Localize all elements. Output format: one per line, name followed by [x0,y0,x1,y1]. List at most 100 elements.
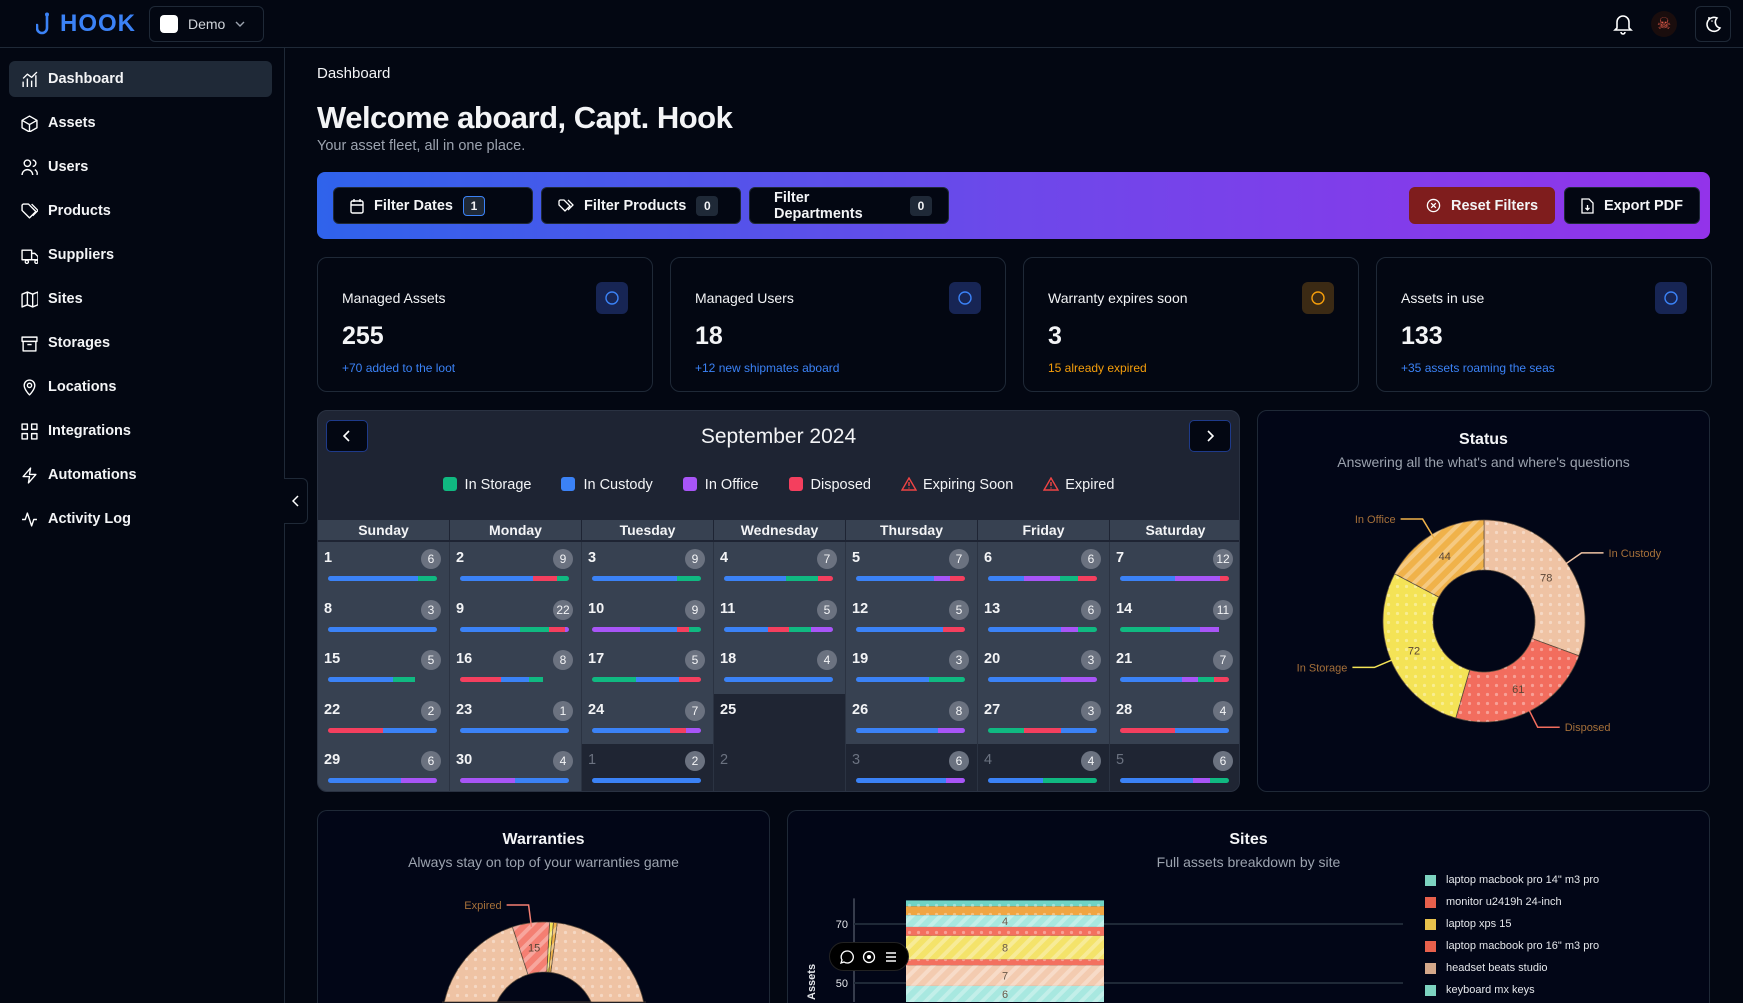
status-segment [988,778,1043,783]
calendar-day[interactable]: 26 8 [846,693,978,744]
sidebar-item-storages[interactable]: Storages [9,325,272,361]
calendar-day[interactable]: 7 12 [1110,542,1239,593]
legend-item[interactable]: Expiring Soon [900,476,1013,493]
legend-item[interactable]: In Storage [442,477,531,493]
legend-swatch [1425,918,1436,930]
sidebar-item-products[interactable]: Products [9,193,272,229]
eye-icon[interactable] [862,950,876,964]
avatar[interactable]: ☠ [1651,11,1677,37]
legend-item[interactable]: laptop xps 15 [1425,918,1511,930]
calendar-day[interactable]: 13 6 [978,592,1110,643]
sidebar-item-integrations[interactable]: Integrations [9,413,272,449]
sidebar-item-users[interactable]: Users [9,149,272,185]
status-segment [549,626,565,632]
status-segment [677,576,701,581]
prev-month-button[interactable] [326,420,368,452]
breadcrumb[interactable]: Dashboard [317,65,391,82]
calendar-day[interactable]: 16 8 [450,643,582,694]
filter-dates-button[interactable]: Filter Dates 1 [333,187,533,224]
export-pdf-button[interactable]: Export PDF [1564,187,1700,224]
calendar-day[interactable]: 27 3 [978,693,1110,744]
calendar-day[interactable]: 23 1 [450,693,582,744]
slice-pattern [1455,638,1579,722]
reset-filters-button[interactable]: Reset Filters [1409,187,1556,224]
legend-item[interactable]: monitor u2419h 24-inch [1425,896,1562,908]
day-count-badge: 2 [421,700,441,721]
sidebar-item-assets[interactable]: Assets [9,105,272,141]
collapse-sidebar-button[interactable] [284,478,308,524]
sidebar-item-automations[interactable]: Automations [9,457,272,493]
calendar-day[interactable]: 29 6 [318,744,450,791]
calendar-day[interactable]: 24 7 [582,693,714,744]
legend-item[interactable]: Expired [1043,476,1114,493]
legend-item[interactable]: laptop macbook pro 16" m3 pro [1425,940,1599,952]
calendar-day[interactable]: 25 [714,693,846,744]
status-segment [688,626,701,632]
theme-toggle-button[interactable] [1695,6,1731,42]
calendar-day[interactable]: 2 [714,744,846,791]
filter-departments-button[interactable]: Filter Departments 0 [749,187,949,224]
calendar-day[interactable]: 11 5 [714,592,846,643]
legend-item[interactable]: headset beats studio [1425,962,1548,974]
calendar-day[interactable]: 14 11 [1110,592,1239,643]
status-segment [949,576,965,581]
sidebar-item-sites[interactable]: Sites [9,281,272,317]
leader-line [506,904,533,927]
status-segment [1078,576,1097,581]
calendar-day[interactable]: 12 5 [846,592,978,643]
stat-note: +12 new shipmates aboard [695,361,840,375]
filter-products-button[interactable]: Filter Products 0 [541,187,741,224]
segment-label: 4 [1002,916,1008,928]
status-segment [946,778,965,783]
calendar-day[interactable]: 28 4 [1110,693,1239,744]
status-segment [724,576,787,581]
legend-item[interactable]: laptop macbook pro 14" m3 pro [1425,874,1599,886]
slice-label: Disposed [1565,722,1611,734]
logo[interactable]: HOOK [36,10,136,38]
next-month-button[interactable] [1189,420,1231,452]
legend-item[interactable]: In Office [682,477,759,493]
sidebar-item-suppliers[interactable]: Suppliers [9,237,272,273]
calendar-day[interactable]: 17 5 [582,643,714,694]
comment-icon[interactable] [840,949,854,964]
day-count-badge: 5 [421,650,441,670]
legend-item[interactable]: keyboard mx keys [1425,984,1535,996]
calendar-day[interactable]: 30 4 [450,744,582,791]
warranties-title: Warranties [502,831,585,848]
menu-icon[interactable] [884,950,898,964]
slice-value: 44 [1439,551,1451,563]
calendar-day[interactable]: 9 22 [450,592,582,643]
calendar-day[interactable]: 18 4 [714,643,846,694]
legend-swatch [1425,962,1436,974]
bell-icon[interactable] [1613,13,1633,35]
legend-item[interactable]: Disposed [788,477,871,493]
sidebar-item-dashboard[interactable]: Dashboard [9,61,272,97]
calendar-day[interactable]: 21 7 [1110,643,1239,694]
calendar-day[interactable]: 10 9 [582,592,714,643]
sidebar-item-locations[interactable]: Locations [9,369,272,405]
filter-dates-count: 1 [462,195,485,216]
users-icon [21,158,38,175]
status-segment [1120,727,1175,733]
calendar-day[interactable]: 19 3 [846,643,978,694]
calendar-day[interactable]: 20 3 [978,643,1110,694]
calendar-day[interactable]: 22 2 [318,693,450,744]
calendar-day[interactable]: 15 5 [318,643,450,694]
org-switcher[interactable]: Demo [149,6,264,42]
filter-products-count: 0 [696,195,719,216]
status-segment [639,626,677,632]
sidebar-item-activity-log[interactable]: Activity Log [9,501,272,537]
warranties-subtitle: Always stay on top of your warranties ga… [408,854,679,870]
legend-item[interactable]: In Custody [561,477,653,493]
